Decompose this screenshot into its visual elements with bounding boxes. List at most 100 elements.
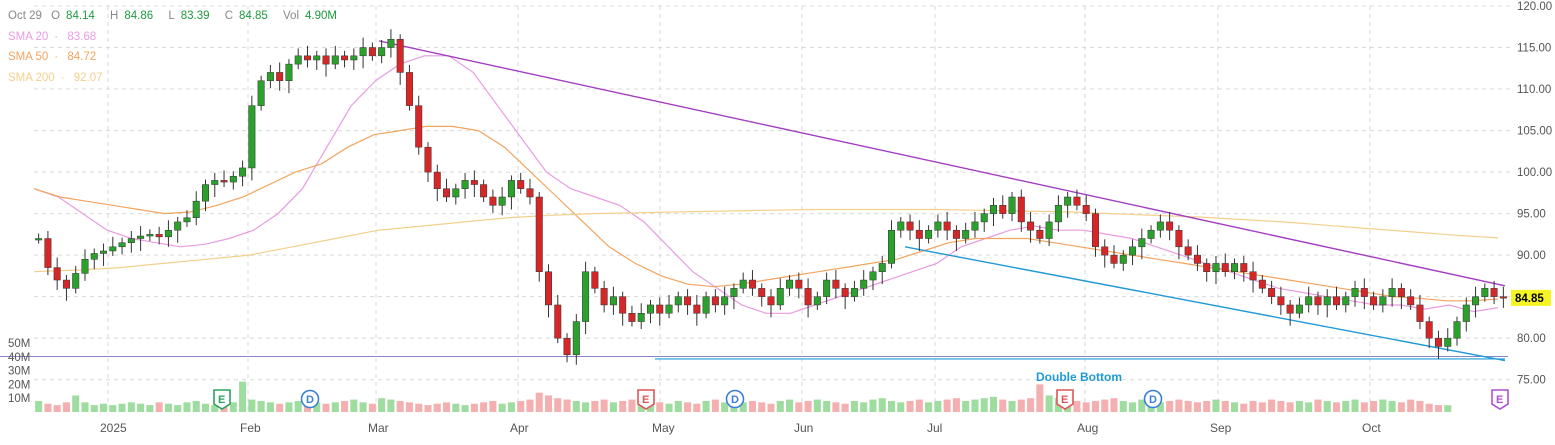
candle-body[interactable] (1397, 288, 1405, 297)
candle-body[interactable] (980, 213, 988, 223)
candle-body[interactable] (1360, 288, 1368, 297)
candle-body[interactable] (795, 279, 803, 289)
candle-body[interactable] (313, 55, 321, 61)
candle-body[interactable] (943, 221, 951, 231)
earnings-marker[interactable] (213, 389, 231, 410)
candle-body[interactable] (1342, 296, 1350, 306)
candle-body[interactable] (322, 55, 330, 65)
candle-body[interactable] (1462, 304, 1470, 322)
candle-body[interactable] (1333, 296, 1340, 306)
candle-body[interactable] (600, 288, 608, 306)
candle-body[interactable] (1249, 271, 1257, 281)
candle-body[interactable] (331, 55, 339, 65)
candle-body[interactable] (1388, 288, 1396, 297)
candle-body[interactable] (665, 304, 673, 314)
candle-body[interactable] (1008, 196, 1016, 214)
candle-body[interactable] (1212, 263, 1220, 272)
candle-body[interactable] (674, 296, 682, 306)
candle-body[interactable] (1258, 279, 1266, 289)
candle-body[interactable] (915, 229, 923, 239)
dividend-marker[interactable] (1143, 389, 1163, 409)
candle-body[interactable] (81, 259, 89, 274)
candle-body[interactable] (841, 288, 849, 297)
candle-body[interactable] (1416, 304, 1424, 322)
candle-body[interactable] (572, 321, 580, 356)
dividend-marker[interactable] (725, 389, 745, 409)
candle-body[interactable] (90, 253, 98, 260)
candle-body[interactable] (1138, 238, 1146, 248)
dividend-marker[interactable] (300, 389, 320, 409)
sma20-legend[interactable]: SMA 20 · 83.68 (8, 30, 97, 43)
candle-body[interactable] (174, 221, 182, 231)
candle-body[interactable] (1119, 254, 1127, 264)
candle-body[interactable] (545, 271, 553, 306)
candle-body[interactable] (1231, 263, 1239, 272)
candle-body[interactable] (1175, 229, 1183, 248)
candle-body[interactable] (609, 296, 617, 306)
candle-body[interactable] (767, 296, 775, 306)
sma200-legend[interactable]: SMA 200 · 92.07 (8, 71, 103, 84)
candle-body[interactable] (285, 63, 293, 81)
candle-body[interactable] (239, 167, 247, 177)
candle-body[interactable] (202, 184, 209, 202)
candle-body[interactable] (1453, 321, 1461, 339)
candle-body[interactable] (192, 200, 200, 219)
candle-body[interactable] (535, 196, 543, 272)
candle-body[interactable] (1434, 337, 1442, 347)
candle-body[interactable] (507, 180, 515, 198)
lower-trendline[interactable] (904, 246, 1506, 362)
candle-body[interactable] (276, 72, 284, 81)
candle-body[interactable] (137, 235, 145, 239)
candle-body[interactable] (888, 229, 896, 264)
candle-body[interactable] (684, 296, 692, 306)
candle-body[interactable] (53, 267, 61, 281)
candlesticks[interactable] (35, 29, 1507, 365)
candle-body[interactable] (860, 279, 868, 289)
candle-body[interactable] (109, 246, 117, 252)
candle-body[interactable] (1370, 296, 1378, 306)
candle-body[interactable] (146, 234, 154, 237)
candle-body[interactable] (294, 55, 302, 65)
candle-body[interactable] (563, 337, 571, 356)
candle-body[interactable] (748, 279, 756, 289)
candle-body[interactable] (1203, 263, 1211, 272)
candle-body[interactable] (257, 80, 265, 106)
candle-body[interactable] (164, 229, 172, 238)
candle-body[interactable] (1295, 304, 1303, 314)
candle-body[interactable] (1184, 246, 1192, 256)
candle-body[interactable] (832, 279, 840, 289)
candle-body[interactable] (1036, 229, 1044, 239)
candle-body[interactable] (1017, 196, 1025, 223)
earnings-marker[interactable] (1056, 389, 1074, 410)
candle-body[interactable] (1351, 288, 1359, 297)
candle-body[interactable] (813, 296, 821, 306)
candle-body[interactable] (1027, 221, 1035, 231)
candle-body[interactable] (100, 250, 108, 254)
candle-body[interactable] (1110, 254, 1118, 264)
candle-body[interactable] (971, 221, 979, 231)
candle-body[interactable] (554, 304, 562, 339)
candle-body[interactable] (758, 288, 766, 297)
candle-body[interactable] (470, 180, 478, 185)
candle-body[interactable] (62, 279, 70, 289)
candle-body[interactable] (646, 304, 654, 314)
candle-body[interactable] (925, 229, 933, 239)
candle-body[interactable] (739, 279, 747, 289)
candle-body[interactable] (1268, 288, 1276, 297)
candle-body[interactable] (656, 304, 664, 314)
candle-body[interactable] (952, 229, 960, 239)
candle-body[interactable] (1091, 213, 1099, 248)
candle-body[interactable] (1407, 296, 1415, 306)
candle-body[interactable] (517, 180, 525, 189)
candle-body[interactable] (405, 72, 413, 106)
candle-body[interactable] (1156, 221, 1164, 231)
candle-body[interactable] (702, 296, 710, 314)
candle-body[interactable] (387, 38, 395, 48)
candle-body[interactable] (823, 279, 831, 297)
candle-body[interactable] (1082, 205, 1090, 214)
candle-body[interactable] (999, 205, 1007, 214)
candle-body[interactable] (1379, 296, 1387, 306)
candle-body[interactable] (897, 221, 905, 231)
candle-body[interactable] (850, 288, 858, 297)
